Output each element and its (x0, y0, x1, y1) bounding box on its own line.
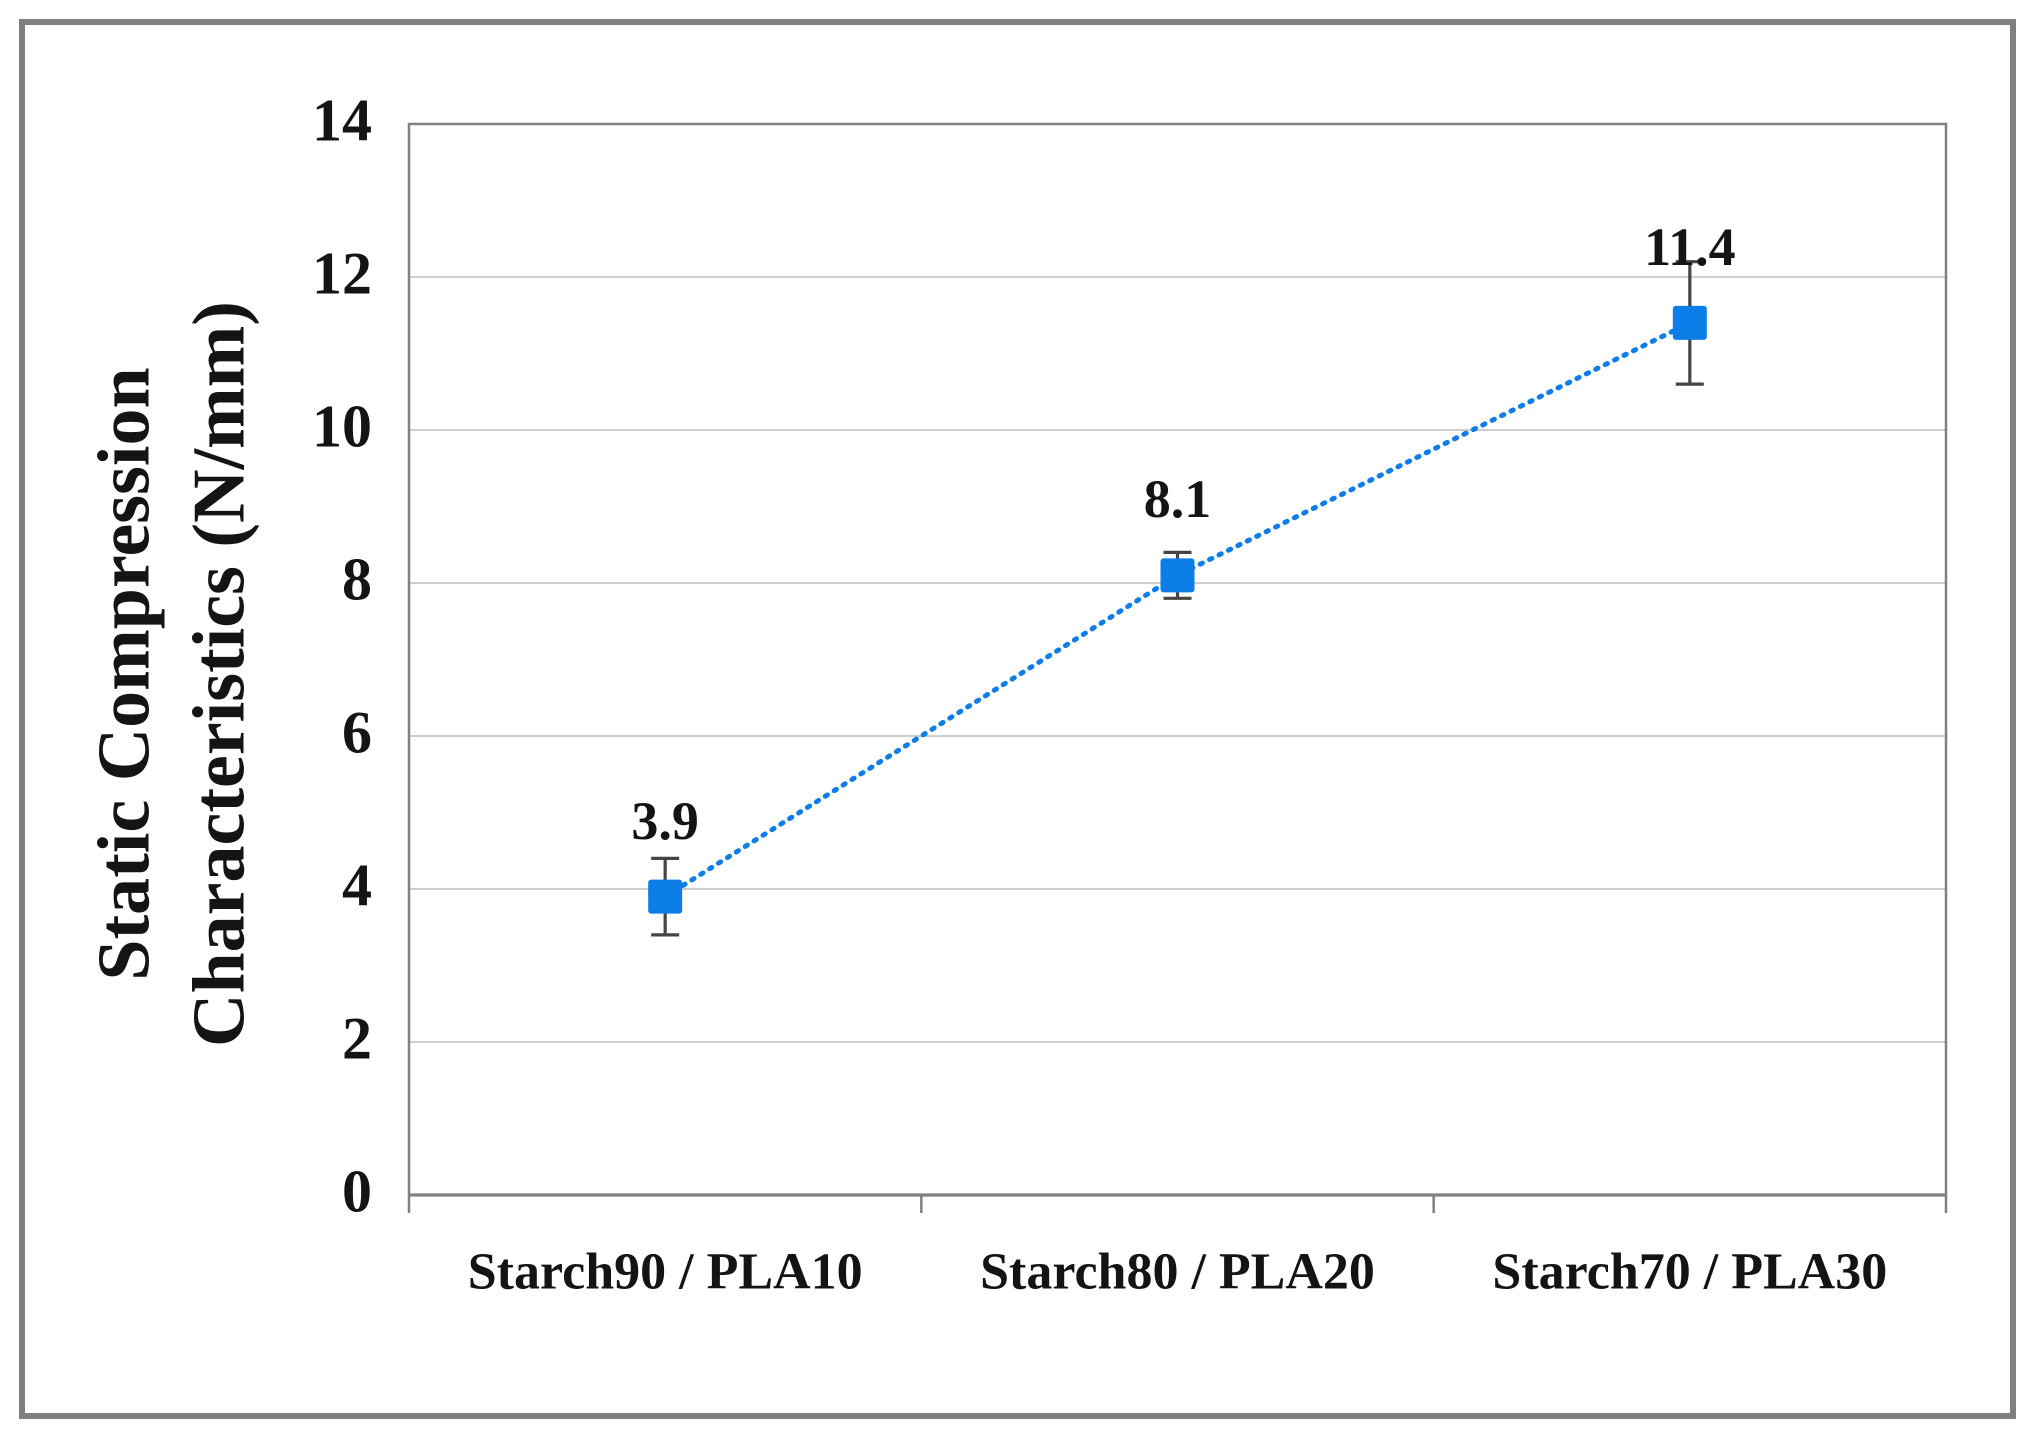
plot-area (407, 122, 1948, 1213)
x-category-label: Starch70 / PLA30 (1492, 1243, 1888, 1301)
data-value-label: 3.9 (631, 790, 699, 851)
y-tick-label: 6 (342, 699, 372, 766)
data-point-marker (1160, 558, 1195, 593)
y-tick-label: 0 (342, 1158, 372, 1225)
y-tick-label: 8 (342, 546, 372, 613)
y-tick-label: 4 (342, 852, 372, 919)
y-tick-label: 2 (342, 1005, 372, 1072)
data-value-label: 11.4 (1644, 216, 1736, 277)
y-tick-label: 12 (312, 240, 372, 307)
data-point-marker (1672, 305, 1707, 340)
y-tick-label: 10 (312, 393, 372, 460)
data-value-label: 8.1 (1143, 469, 1212, 530)
plot-border (407, 122, 1948, 1197)
x-category-label: Starch80 / PLA20 (980, 1243, 1375, 1301)
x-category-label: Starch90 / PLA10 (467, 1243, 863, 1301)
data-point-marker (648, 879, 683, 914)
series-dotted-line (662, 320, 1693, 900)
y-tick-label: 14 (312, 87, 372, 154)
figure-frame (19, 19, 2016, 1419)
